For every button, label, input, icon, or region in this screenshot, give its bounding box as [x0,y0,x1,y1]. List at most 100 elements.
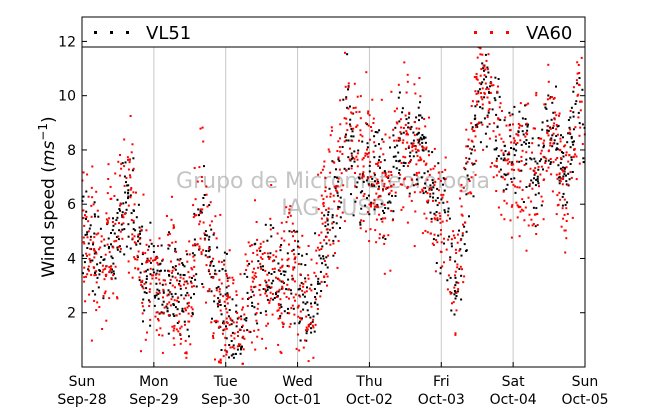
data-point [417,141,420,144]
data-point [459,197,461,200]
data-point [558,114,560,117]
data-point [101,328,104,330]
data-point [84,214,86,217]
data-point [219,361,222,364]
data-point [203,232,206,235]
data-point [82,236,85,239]
data-point [414,148,417,151]
data-point [130,187,133,189]
data-point [288,288,291,291]
data-point [375,182,378,185]
data-point [337,158,340,161]
data-point [541,121,544,124]
data-point [265,324,268,327]
x-tick-date: Sep-28 [57,392,106,408]
data-point [366,197,368,200]
data-point [447,214,450,217]
data-point [205,264,208,267]
data-point [185,280,188,283]
data-point [250,341,253,344]
data-point [243,318,246,321]
data-point [162,258,164,261]
data-point [174,306,177,309]
data-point [85,215,88,218]
data-point [276,232,279,235]
data-point [479,47,482,50]
data-point [220,261,223,263]
data-point [182,274,185,276]
data-point [500,137,503,140]
data-point [549,127,552,130]
data-point [111,221,114,223]
data-point [527,224,530,227]
data-point [116,296,118,299]
data-point [108,251,111,254]
data-point [265,281,268,284]
data-point [561,169,564,171]
data-point [259,246,262,248]
data-point [415,178,418,181]
data-point [249,245,252,248]
data-point [327,223,330,226]
data-point [314,298,317,301]
data-point [446,200,449,203]
data-point [522,133,525,136]
data-point [570,106,573,109]
data-point [283,239,286,242]
data-point [277,303,280,305]
data-point [87,242,90,245]
data-point [476,103,478,106]
data-point [253,267,255,270]
data-point [432,196,434,199]
data-point [568,126,571,129]
data-point [141,251,144,254]
data-point [560,157,562,160]
data-point [552,124,555,127]
data-point [367,151,370,154]
data-point [298,320,301,323]
x-tick-date: Oct-02 [346,392,393,408]
data-point [487,88,490,91]
data-point [211,260,214,263]
data-point [270,235,273,238]
data-point [407,116,410,119]
data-point [373,208,376,211]
data-point [162,279,165,282]
data-point [519,102,522,105]
data-point [226,280,229,282]
data-point [489,85,491,88]
data-point [408,126,411,129]
data-point [500,213,503,216]
data-point [404,177,406,180]
data-point [262,288,265,290]
data-point [123,184,126,187]
data-point [152,251,155,253]
data-point [509,129,512,132]
data-point [282,322,285,325]
data-point [502,152,505,155]
data-point [495,147,498,150]
data-point [286,312,289,315]
x-tick-date: Oct-04 [490,392,537,408]
data-point [137,250,140,253]
data-point [477,90,480,93]
data-point [410,199,413,202]
data-point [257,302,260,305]
data-point [215,287,218,290]
data-point [85,210,88,213]
data-point [173,343,176,346]
data-point [369,138,371,141]
data-point [222,295,225,298]
data-point [486,125,489,128]
data-point [578,77,581,79]
data-point [547,166,550,169]
data-point [97,286,100,289]
data-point [347,156,350,159]
data-point [222,355,225,358]
data-point [121,211,124,214]
data-point [176,299,179,302]
data-point [305,329,307,332]
data-point [543,144,545,147]
data-point [337,140,340,143]
data-point [413,83,416,86]
